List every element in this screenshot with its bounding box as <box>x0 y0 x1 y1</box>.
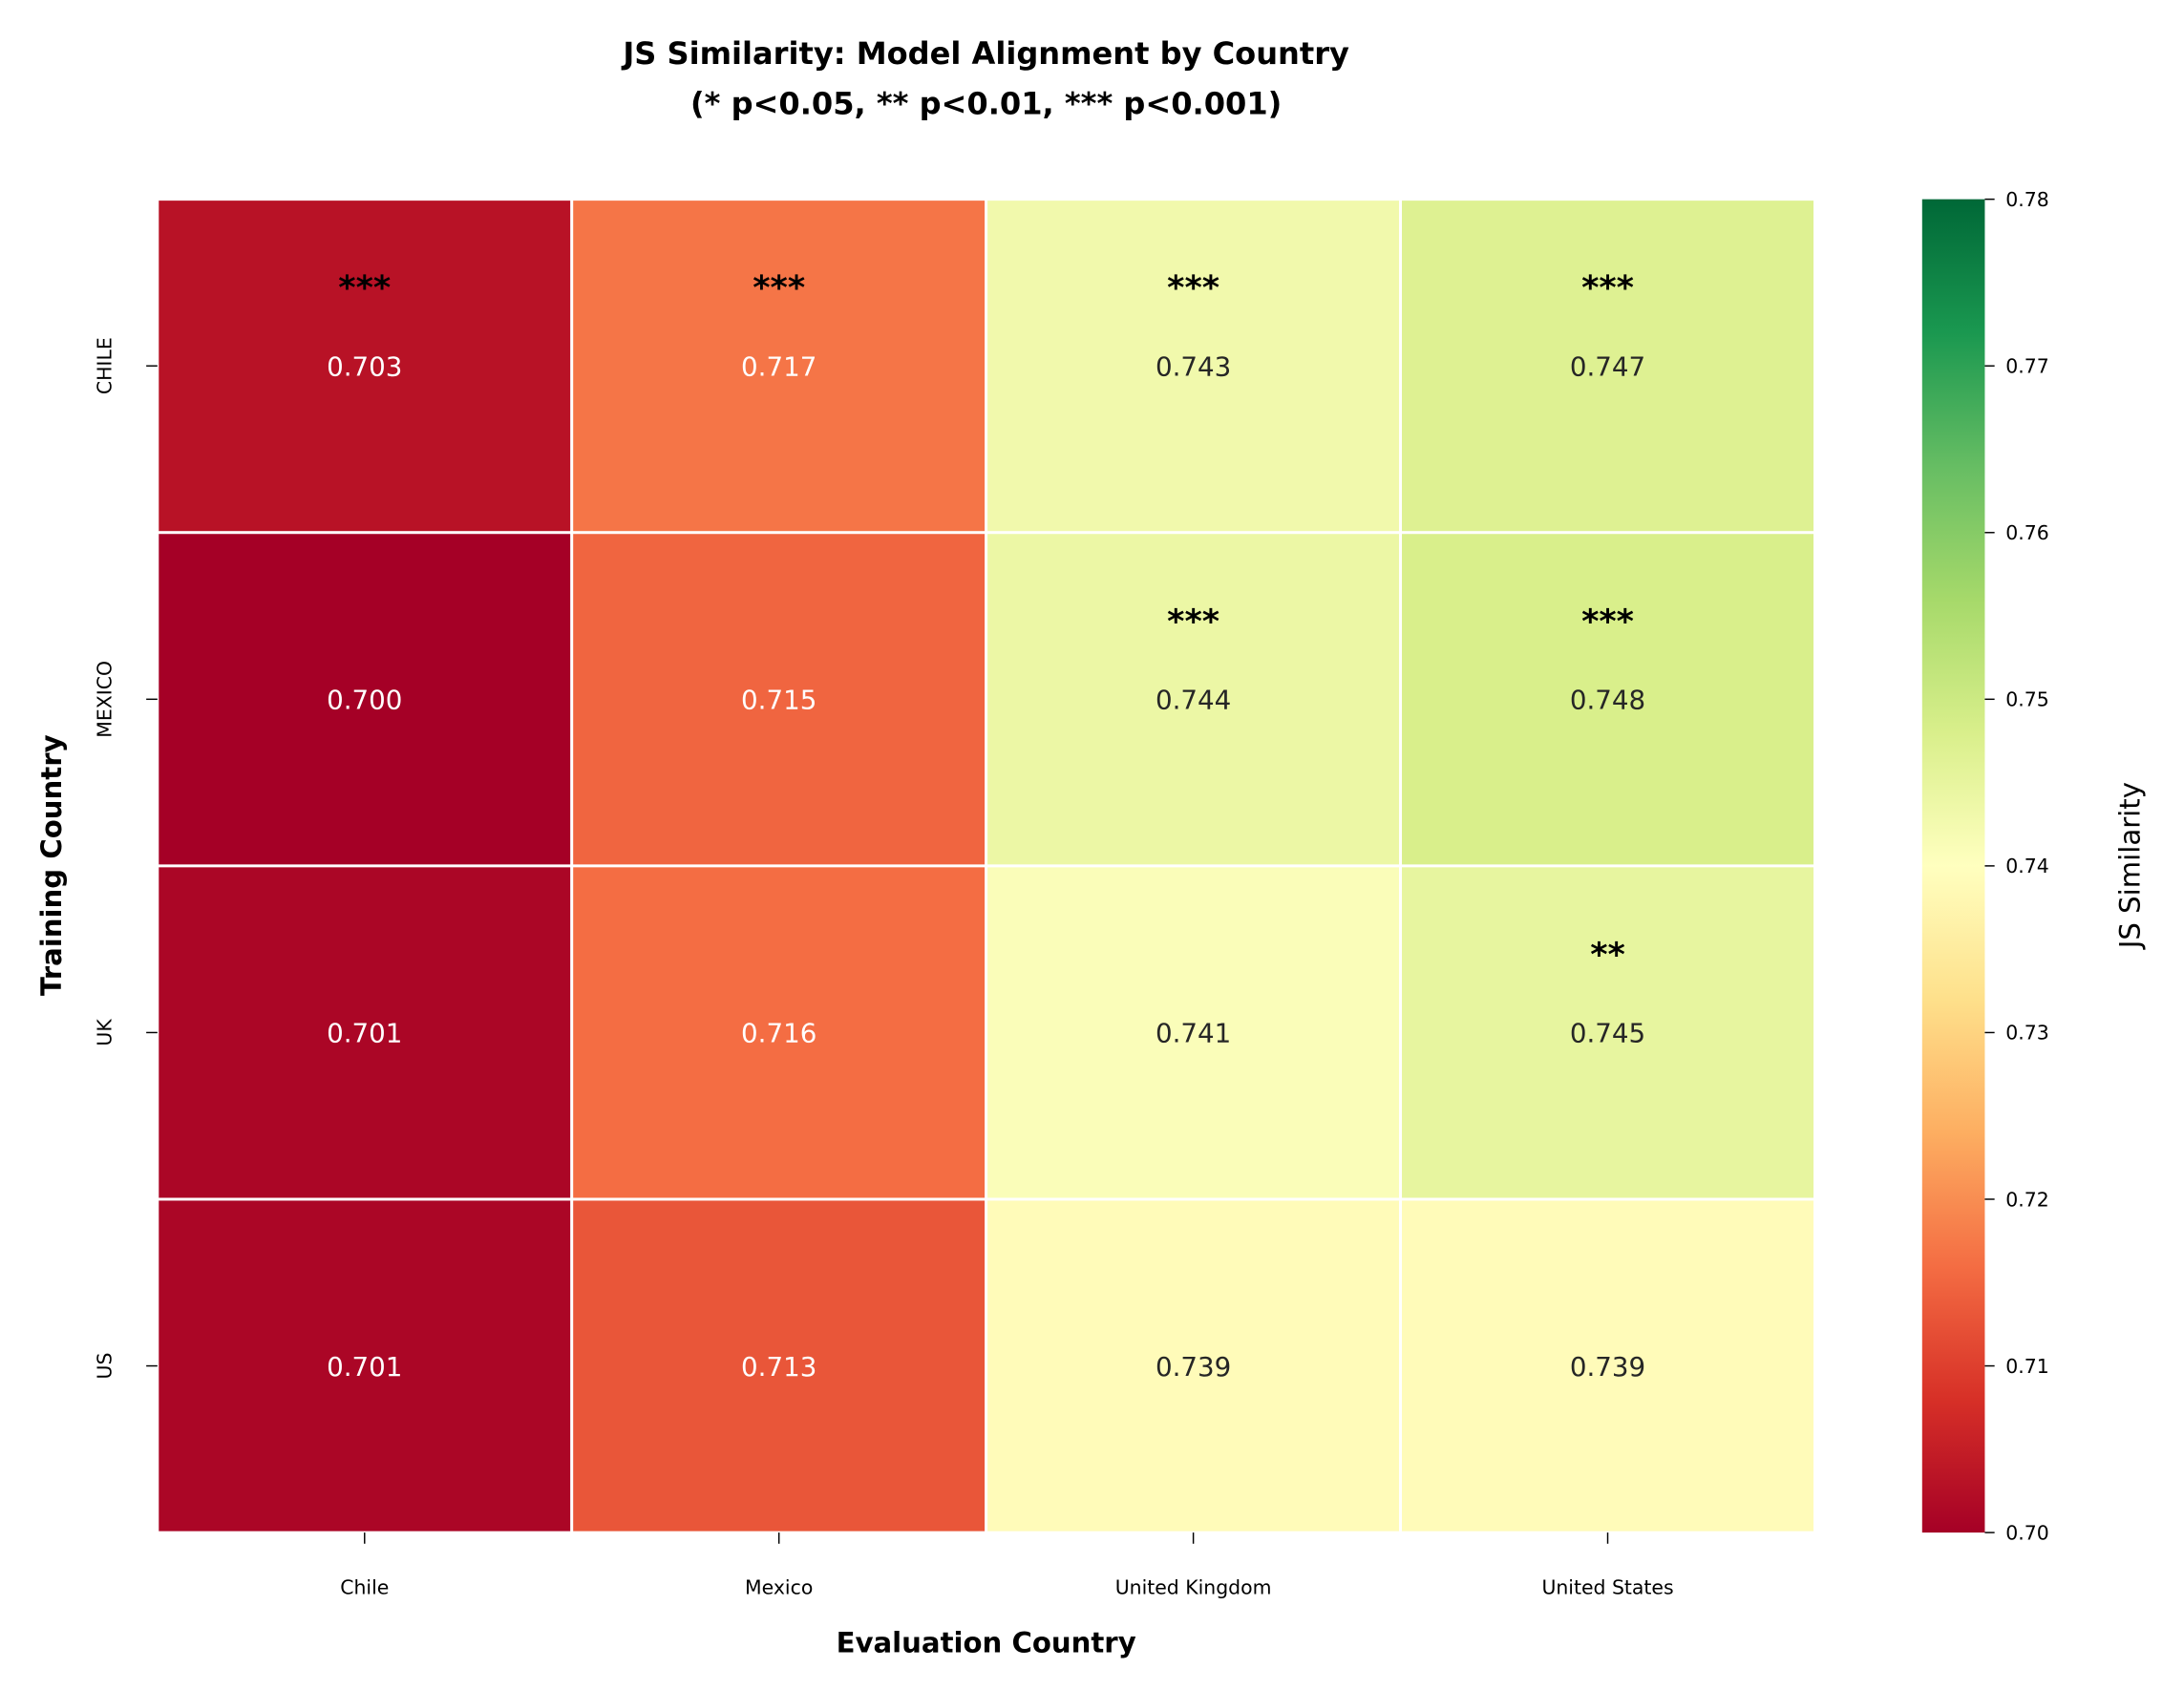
cell-value-label: 0.717 <box>741 350 816 382</box>
y-axis-label: Training Country <box>35 734 68 996</box>
cell-value-label: 0.701 <box>327 1351 402 1383</box>
y-tick-label: US <box>94 1353 117 1380</box>
significance-marker: *** <box>338 269 391 307</box>
colorbar-tick-label: 0.75 <box>2005 688 2048 711</box>
heatmap-cells: 0.703 *** 0.717 *** 0.743 *** 0.747 *** 0.700 0.7… <box>156 198 1816 1534</box>
colorbar-tick-label: 0.71 <box>2005 1355 2048 1378</box>
heatmap-cell <box>1399 864 1816 1201</box>
cell-value-label: 0.739 <box>1156 1351 1231 1383</box>
chart-title: JS Similarity: Model Alignment by Countr… <box>621 35 1349 72</box>
heatmap-cell <box>570 198 988 535</box>
x-axis-label: Evaluation Country <box>837 1627 1136 1659</box>
colorbar-tick-label: 0.72 <box>2005 1188 2048 1211</box>
heatmap-cell <box>1399 531 1816 868</box>
cell-value-label: 0.748 <box>1570 685 1645 716</box>
cell-value-label: 0.739 <box>1570 1351 1645 1383</box>
colorbar-tick-label: 0.77 <box>2005 355 2048 378</box>
heatmap-cell <box>570 531 988 868</box>
significance-marker: *** <box>1167 269 1219 307</box>
y-tick-label: MEXICO <box>94 661 117 738</box>
cell-value-label: 0.745 <box>1570 1018 1645 1049</box>
x-tick-label: Chile <box>340 1575 389 1598</box>
cell-value-label: 0.747 <box>1570 350 1645 382</box>
colorbar-label: JS Similarity <box>2113 782 2146 950</box>
cell-value-label: 0.716 <box>741 1018 816 1049</box>
heatmap-cell <box>156 198 574 535</box>
colorbar-tick-label: 0.73 <box>2005 1022 2048 1045</box>
cell-value-label: 0.701 <box>327 1018 402 1049</box>
x-tick-label: United States <box>1541 1575 1673 1598</box>
colorbar-tick-label: 0.76 <box>2005 521 2048 544</box>
cell-value-label: 0.741 <box>1156 1018 1231 1049</box>
cell-value-label: 0.744 <box>1156 685 1231 716</box>
colorbar-tick-label: 0.70 <box>2005 1521 2048 1544</box>
significance-marker: ** <box>1590 936 1625 974</box>
colorbar-tick-label: 0.74 <box>2005 855 2048 877</box>
heatmap-cell <box>1399 198 1816 535</box>
cell-value-label: 0.715 <box>741 685 816 716</box>
heatmap-cell <box>156 1197 574 1534</box>
heatmap-cell <box>985 1197 1403 1534</box>
heatmap-cell <box>570 864 988 1201</box>
x-tick-label: Mexico <box>745 1575 813 1598</box>
significance-marker: *** <box>1581 602 1634 641</box>
y-tick-label: UK <box>94 1019 117 1046</box>
x-axis-ticks: Chile Mexico United Kingdom United States <box>340 1532 1674 1598</box>
chart-subtitle: (* p<0.05, ** p<0.01, *** p<0.001) <box>690 86 1282 122</box>
significance-marker: *** <box>753 269 805 307</box>
heatmap-cell <box>1399 1197 1816 1534</box>
colorbar <box>1921 199 1985 1533</box>
cell-value-label: 0.700 <box>327 685 402 716</box>
cell-value-label: 0.713 <box>741 1351 816 1383</box>
heatmap-cell <box>570 1197 988 1534</box>
x-tick-label: United Kingdom <box>1115 1575 1272 1598</box>
y-axis-ticks: CHILE MEXICO UK US <box>94 337 158 1380</box>
significance-marker: *** <box>1581 269 1634 307</box>
colorbar-tick-label: 0.78 <box>2005 188 2048 211</box>
colorbar-ticks: 0.70 0.71 0.72 0.73 0.74 0.75 0.76 0.77 0.78 <box>1984 188 2049 1544</box>
heatmap-cell <box>156 531 574 868</box>
significance-marker: *** <box>1167 602 1219 641</box>
cell-value-label: 0.743 <box>1156 350 1231 382</box>
y-tick-label: CHILE <box>94 337 117 394</box>
cell-value-label: 0.703 <box>327 350 402 382</box>
heatmap-cell <box>985 198 1403 535</box>
